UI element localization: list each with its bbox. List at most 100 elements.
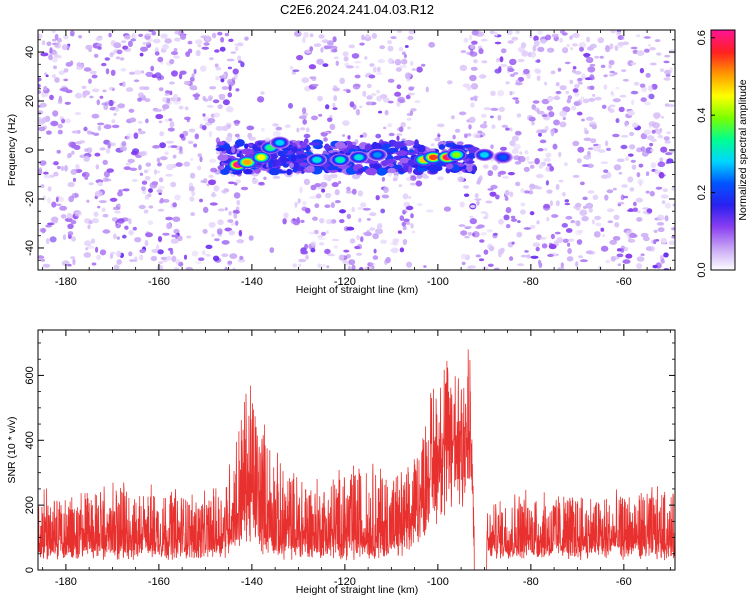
spectrogram-noise-cell [197, 153, 202, 158]
spectrogram-noise-cell [302, 200, 307, 206]
spectrogram-noise-cell [623, 246, 629, 252]
spectrogram-noise-cell [169, 121, 175, 128]
spectrogram-noise-cell [422, 175, 429, 179]
spectrogram-noise-cell [303, 32, 309, 38]
spectrogram-noise-cell [55, 197, 59, 203]
colorbar-segment [711, 232, 735, 235]
spectrogram-signal-cell [433, 165, 443, 172]
spectrogram-noise-cell [653, 239, 657, 245]
spectrogram-noise-cell [303, 178, 310, 186]
spectrogram-noise-cell [238, 230, 243, 237]
spectrogram-noise-cell [612, 187, 617, 191]
spectrogram-noise-cell [398, 46, 404, 52]
spectrogram-noise-cell [195, 260, 203, 265]
spectrogram-noise-cell [391, 247, 399, 254]
spectrogram-noise-cell [398, 184, 403, 188]
spectrogram-noise-cell [636, 172, 641, 178]
spectrogram-noise-cell [47, 186, 52, 192]
spectrogram-noise-cell [332, 102, 336, 108]
spectrogram-noise-cell [162, 104, 170, 110]
spectrogram-noise-cell [131, 32, 135, 39]
spectrogram-noise-cell [172, 202, 177, 208]
spectrogram-noise-cell [536, 110, 545, 115]
spectrogram-noise-cell [607, 220, 614, 224]
spectrogram-noise-cell [192, 93, 201, 98]
spectrogram-noise-cell [141, 190, 147, 194]
spectrogram-noise-cell [187, 40, 193, 45]
spectrogram-noise-cell [497, 114, 502, 121]
spectrogram-noise-cell [469, 218, 477, 225]
spectrogram-noise-cell [151, 30, 157, 36]
spectrogram-noise-cell [633, 81, 640, 86]
spectrogram-noise-cell [577, 146, 585, 153]
spectrogram-noise-cell [338, 254, 345, 261]
spectrogram-noise-cell [408, 195, 412, 200]
spectrogram-noise-cell [479, 239, 485, 243]
spectrogram-noise-cell [614, 222, 620, 228]
spectrogram-noise-cell [509, 91, 513, 96]
spectrogram-noise-cell [663, 136, 670, 141]
colorbar-segment [711, 218, 735, 221]
spectrogram-noise-cell [545, 180, 550, 186]
spectrogram-noise-cell [97, 181, 103, 187]
spectrogram-noise-cell [564, 202, 571, 206]
spectrogram-noise-cell [616, 253, 624, 258]
spectrogram-noise-cell [594, 55, 600, 59]
spectrogram-noise-cell [545, 34, 552, 41]
spectrogram-noise-cell [74, 112, 82, 116]
spectrogram-noise-cell [617, 263, 621, 267]
x-tick-label: -100 [427, 576, 449, 588]
spectrogram-noise-cell [548, 243, 557, 250]
spectrogram-noise-cell [325, 219, 333, 225]
spectrogram-noise-cell [545, 152, 552, 158]
spectrogram-noise-cell [490, 144, 494, 149]
spectrogram-hotspot-12 [452, 152, 461, 158]
spectrogram-noise-cell [409, 110, 414, 116]
spectrogram-noise-cell [500, 146, 507, 151]
colorbar-segment [711, 130, 735, 133]
colorbar-segment [711, 188, 735, 191]
spectrogram-noise-cell [213, 185, 220, 192]
spectrogram-noise-cell [84, 176, 89, 180]
spectrogram-noise-cell [470, 66, 478, 71]
spectrogram-noise-cell [651, 129, 656, 134]
spectrogram-noise-cell [512, 97, 519, 100]
spectrogram-noise-cell [133, 70, 142, 75]
spectrogram-noise-cell [138, 204, 146, 210]
spectrogram-noise-cell [217, 219, 224, 226]
spectrogram-noise-cell [133, 79, 140, 83]
spectrogram-noise-cell [502, 176, 510, 179]
spectrogram-noise-cell [460, 50, 467, 54]
spectrogram-noise-cell [166, 164, 174, 171]
spectrogram-noise-cell [224, 207, 228, 211]
spectrogram-noise-cell [139, 249, 146, 254]
spectrogram-noise-cell [498, 106, 505, 112]
spectrogram-noise-cell [566, 256, 574, 262]
colorbar-segment [711, 136, 735, 139]
spectrogram-noise-cell [124, 34, 131, 40]
spectrogram-noise-cell [580, 96, 585, 100]
spectrogram-noise-cell [416, 203, 423, 207]
spectrogram-noise-cell [217, 104, 223, 110]
spectrogram-noise-cell [205, 253, 211, 257]
spectrogram-noise-cell [620, 144, 628, 150]
spectrogram-noise-cell [320, 132, 329, 136]
spectrogram-noise-cell [300, 219, 305, 223]
spectrogram-noise-cell [138, 254, 144, 261]
spectrogram-noise-cell [260, 127, 265, 132]
spectrogram-noise-cell [84, 218, 92, 224]
spectrogram-noise-cell [62, 234, 66, 241]
spectrogram-noise-cell [586, 163, 594, 168]
spectrogram-noise-cell [650, 148, 654, 152]
spectrogram-noise-cell [505, 224, 511, 229]
spectrogram-noise-cell [549, 165, 554, 172]
spectrogram-noise-cell [541, 243, 548, 249]
spectrogram-noise-cell [447, 80, 453, 85]
spectrogram-noise-cell [302, 119, 308, 125]
spectrogram-noise-cell [56, 203, 62, 207]
spectrogram-noise-cell [288, 102, 293, 109]
spectrogram-signal-cell [373, 163, 380, 169]
spectrogram-noise-cell [171, 255, 177, 263]
spectrogram-noise-cell [96, 99, 101, 106]
spectrogram-noise-cell [333, 245, 338, 249]
